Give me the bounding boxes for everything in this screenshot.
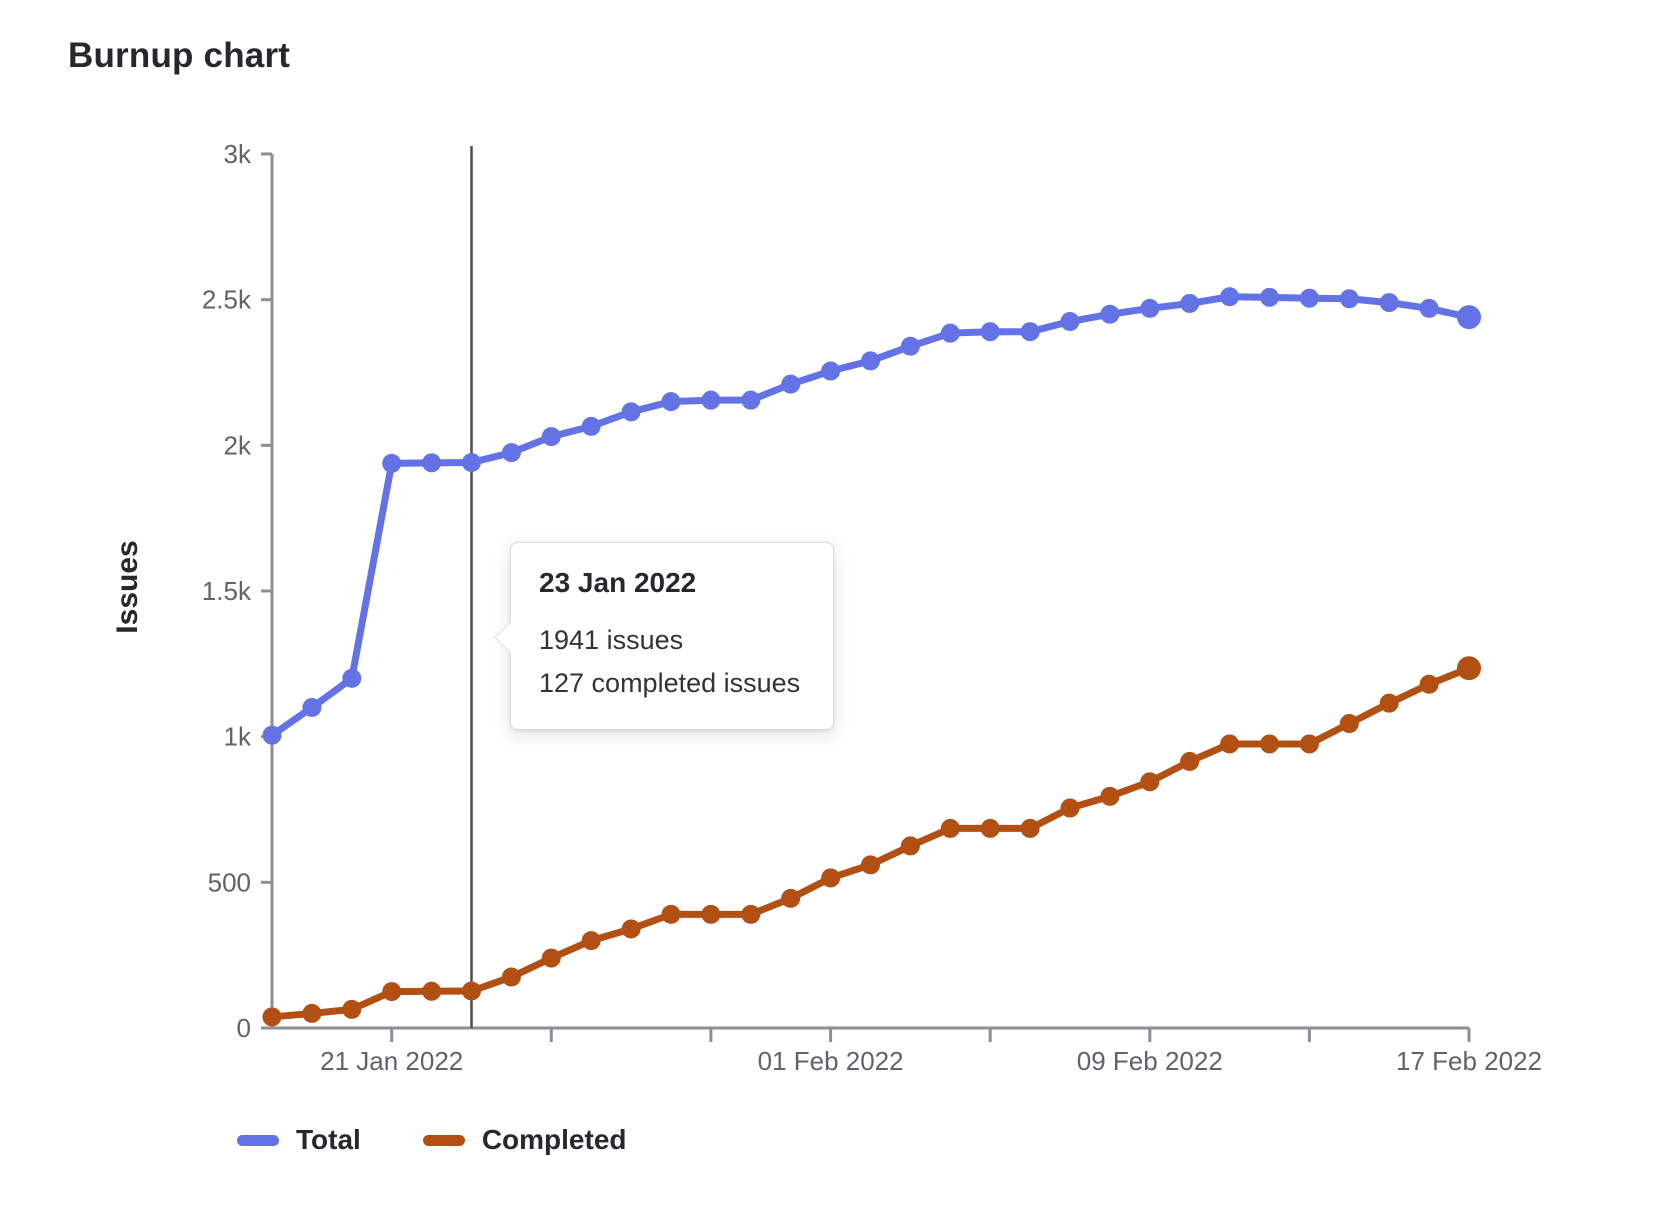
total-data-point[interactable] [342, 668, 362, 688]
completed-data-point[interactable] [741, 904, 761, 924]
y-tick-label: 3k [224, 139, 252, 169]
total-data-point[interactable] [541, 427, 561, 447]
total-data-point[interactable] [501, 443, 521, 463]
completed-data-point[interactable] [581, 931, 601, 951]
completed-data-point[interactable] [1419, 674, 1439, 694]
total-data-point[interactable] [1339, 289, 1359, 309]
completed-data-point[interactable] [701, 904, 721, 924]
legend-label-total: Total [296, 1124, 361, 1155]
y-tick-label: 1.5k [202, 576, 252, 606]
completed-data-point[interactable] [541, 948, 561, 968]
completed-data-point[interactable] [621, 919, 641, 939]
completed-data-point[interactable] [422, 981, 442, 1001]
total-data-point[interactable] [581, 416, 601, 436]
series [262, 287, 1481, 1027]
page-title: Burnup chart [68, 36, 291, 75]
completed-line [268, 664, 1473, 1021]
total-data-point[interactable] [781, 374, 801, 394]
x-tick-label: 09 Feb 2022 [1077, 1046, 1223, 1076]
y-axis-title: Issues [111, 540, 144, 634]
total-data-point[interactable] [1379, 293, 1399, 313]
total-data-point[interactable] [701, 390, 721, 410]
completed-data-point[interactable] [1060, 798, 1080, 818]
total-data-point[interactable] [900, 336, 920, 356]
completed-data-point[interactable] [940, 818, 960, 838]
total-data-point[interactable] [1419, 298, 1439, 318]
completed-data-point[interactable] [1299, 734, 1319, 754]
chart-tooltip: 23 Jan 2022 1941 issues 127 completed is… [494, 542, 834, 730]
total-data-point[interactable] [262, 725, 282, 745]
completed-data-point[interactable] [781, 888, 801, 908]
completed-data-point[interactable] [342, 999, 362, 1019]
total-data-point[interactable] [621, 402, 641, 422]
completed-data-point[interactable] [821, 868, 841, 888]
completed-data-point[interactable] [861, 855, 880, 875]
total-data-point[interactable] [1020, 322, 1040, 342]
y-tick-label: 500 [208, 867, 251, 897]
completed-data-point[interactable] [980, 818, 1000, 838]
total-data-point[interactable] [1180, 293, 1200, 313]
total-data-point[interactable] [1060, 312, 1080, 332]
completed-data-point[interactable] [462, 981, 481, 1001]
legend-item-total[interactable]: Total [237, 1124, 361, 1156]
total-data-point[interactable] [1457, 305, 1481, 330]
tooltip-date: 23 Jan 2022 [539, 567, 697, 598]
legend-item-completed[interactable]: Completed [422, 1124, 627, 1156]
completed-data-point[interactable] [900, 836, 920, 856]
total-data-point[interactable] [1100, 304, 1120, 324]
y-tick-label: 1k [224, 722, 252, 752]
completed-data-point[interactable] [1457, 656, 1481, 681]
total-data-point[interactable] [302, 698, 322, 718]
total-data-point[interactable] [382, 453, 402, 473]
total-data-point[interactable] [861, 351, 880, 371]
total-data-point[interactable] [1140, 298, 1160, 318]
completed-data-point[interactable] [1140, 772, 1160, 792]
legend-label-completed: Completed [481, 1124, 627, 1155]
total-data-point[interactable] [980, 322, 1000, 342]
tooltip-total-issues: 1941 issues [539, 625, 684, 655]
total-data-point[interactable] [1260, 287, 1279, 307]
completed-data-point[interactable] [382, 982, 402, 1002]
completed-data-point[interactable] [302, 1003, 322, 1023]
total-data-point[interactable] [940, 323, 960, 343]
total-data-point[interactable] [661, 392, 681, 412]
completed-data-point[interactable] [661, 904, 681, 924]
completed-data-point[interactable] [501, 967, 521, 987]
completed-data-point[interactable] [1180, 751, 1200, 771]
completed-data-point[interactable] [1220, 734, 1240, 754]
total-data-point[interactable] [462, 453, 481, 473]
total-data-point[interactable] [821, 361, 841, 381]
completed-series-swatch-icon [422, 1134, 465, 1146]
total-data-point[interactable] [1299, 288, 1319, 308]
y-tick-label: 2k [224, 430, 252, 460]
completed-data-point[interactable] [1020, 818, 1040, 838]
tooltip-completed-issues: 127 completed issues [539, 668, 801, 698]
total-data-point[interactable] [422, 453, 442, 473]
completed-data-point[interactable] [1379, 693, 1399, 713]
y-tick-label: 2.5k [202, 285, 252, 315]
y-tick-label: 0 [237, 1013, 251, 1043]
chart-legend: Total Completed [237, 1124, 627, 1156]
axes: 0 500 1k 1.5k 2k 2.5k 3k 21 Jan 2022 01 Feb 2022… [202, 139, 1542, 1076]
x-tick-label: 01 Feb 2022 [758, 1046, 904, 1076]
completed-data-point[interactable] [262, 1007, 282, 1027]
completed-data-point[interactable] [1260, 734, 1279, 754]
total-data-point[interactable] [741, 390, 761, 410]
completed-data-point[interactable] [1100, 786, 1120, 806]
x-tick-label: 21 Jan 2022 [320, 1046, 463, 1076]
total-data-point[interactable] [1220, 287, 1240, 307]
total-series-swatch-icon [237, 1134, 279, 1146]
x-tick-label: 17 Feb 2022 [1396, 1046, 1542, 1076]
completed-data-point[interactable] [1339, 714, 1359, 734]
